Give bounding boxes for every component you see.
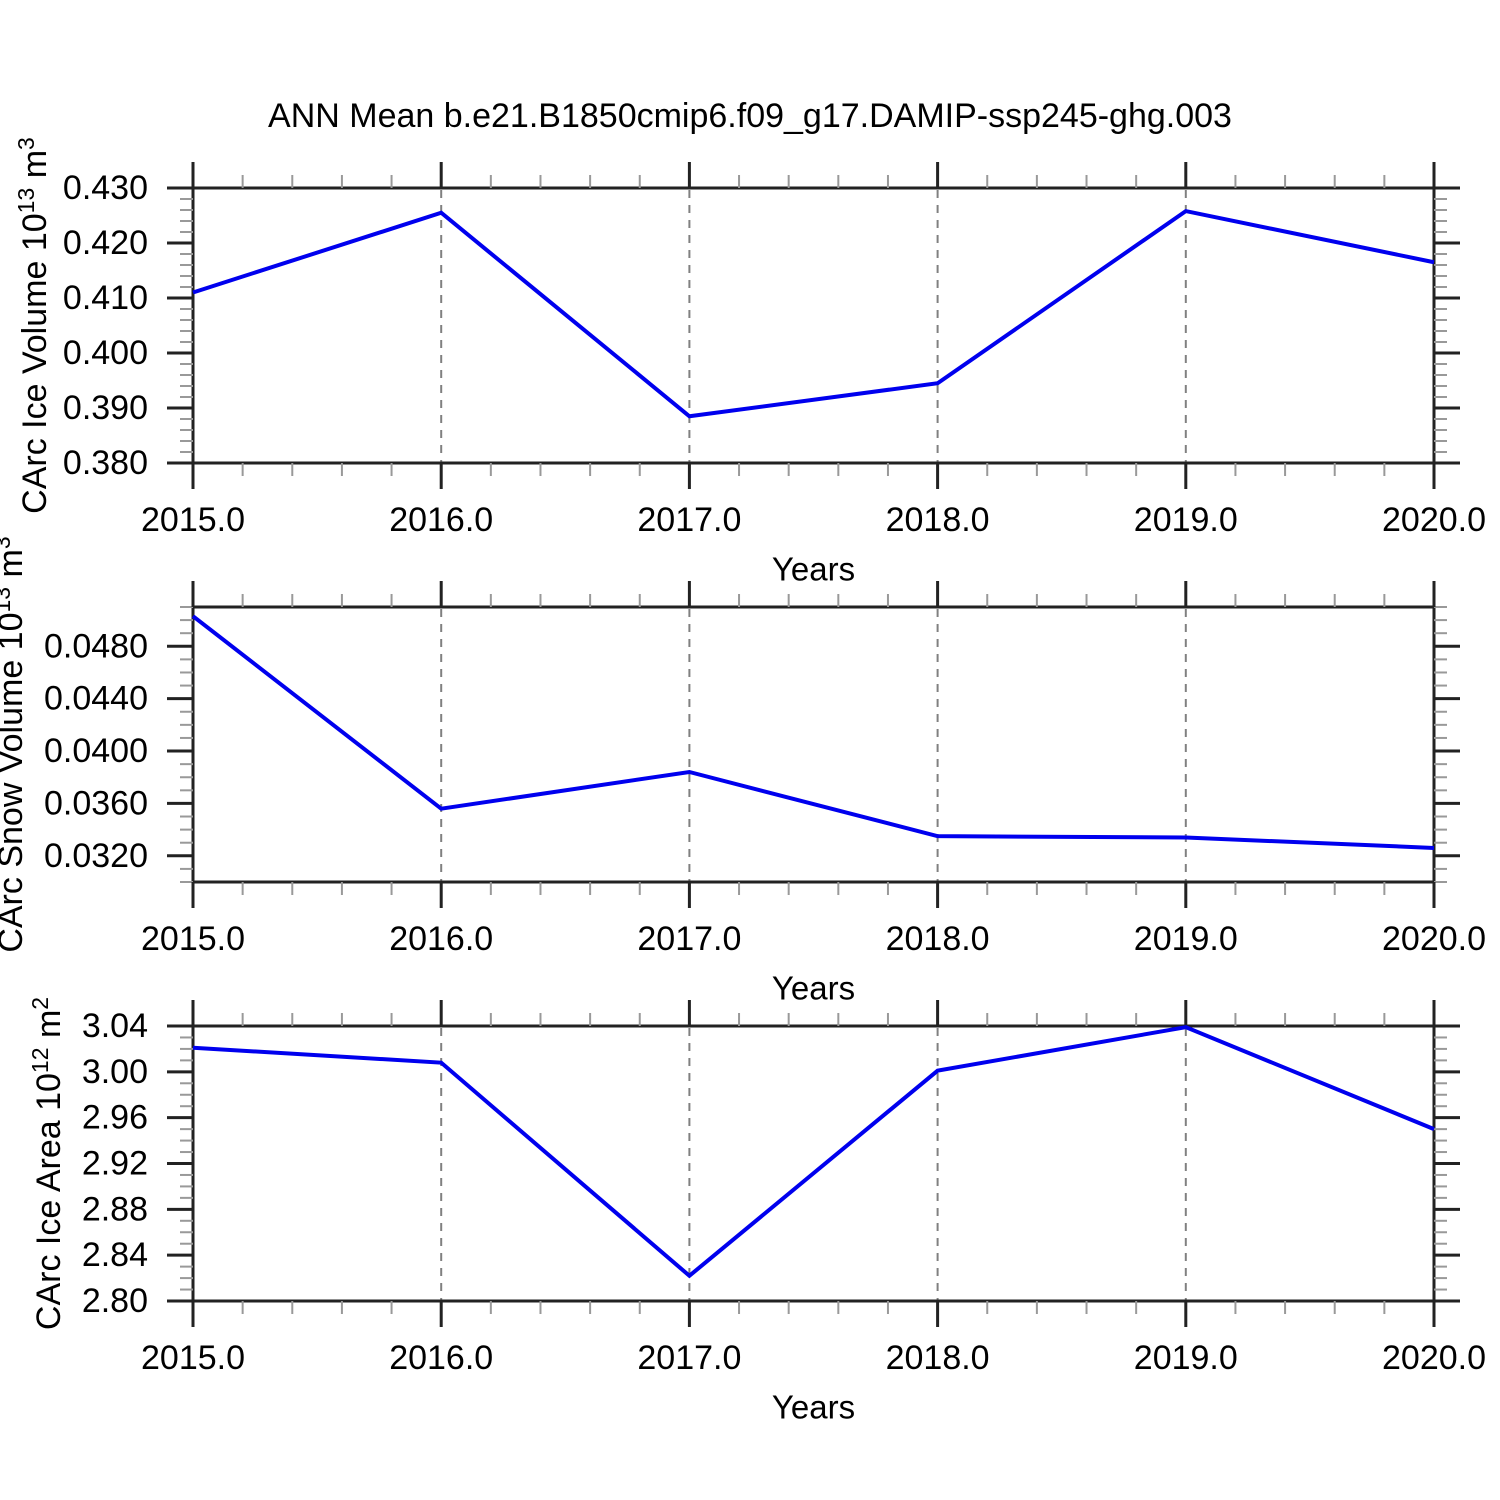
chart-title: ANN Mean b.e21.B1850cmip6.f09_g17.DAMIP-… [268,97,1232,135]
x-tick-label: 2019.0 [1134,920,1238,958]
y-tick-label: 0.0400 [44,732,148,770]
x-tick-label: 2018.0 [886,920,990,958]
x-tick-label: 2020.0 [1382,501,1486,539]
y-tick-label: 0.380 [63,444,148,482]
y-tick-label: 2.88 [82,1190,148,1228]
x-tick-label: 2015.0 [141,920,245,958]
plot-carc-ice-area: 2.80 2.84 2.88 2.92 2.96 3.00 3.04 2015.0 2016.0… [27,997,1486,1426]
x-tick-label: 2020.0 [1382,1339,1486,1377]
y-tick-label: 0.400 [63,334,148,372]
x-tick-label: 2019.0 [1134,1339,1238,1377]
data-line-carc-snow-volume [191,614,1435,850]
y-tick-label: 0.0360 [44,784,148,822]
x-tick-label: 2016.0 [389,501,493,539]
x-tick-label: 2016.0 [389,920,493,958]
x-tick-label: 2015.0 [141,1339,245,1377]
x-tick-label: 2015.0 [141,501,245,539]
plot-frame [191,1024,1436,1303]
x-tick-label: 2017.0 [637,920,741,958]
y-axis-title: CArc Ice Area 1012 m2 [27,997,68,1330]
plot-frame [191,186,1436,465]
y-axis-title: CArc Snow Volume 1013 m3 [0,536,30,952]
x-tick-label: 2017.0 [637,1339,741,1377]
y-tick-label: 2.92 [82,1145,148,1183]
y-tick-label: 0.0320 [44,837,148,875]
y-tick-label: 0.390 [63,389,148,427]
x-tick-label: 2018.0 [886,501,990,539]
y-tick-label: 2.80 [82,1282,148,1320]
y-tick-label: 0.420 [63,224,148,262]
x-tick-label: 2017.0 [637,501,741,539]
x-axis-title: Years [772,1389,855,1426]
data-line-carc-ice-volume [192,208,1435,419]
x-tick-label: 2020.0 [1382,920,1486,958]
x-axis-title: Years [772,551,855,588]
x-tick-label: 2019.0 [1134,501,1238,539]
y-tick-label: 3.04 [82,1007,148,1045]
x-tick-label: 2016.0 [389,1339,493,1377]
y-tick-label: 0.0440 [44,680,148,718]
y-tick-label: 0.410 [63,279,148,317]
x-tick-label: 2018.0 [886,1339,990,1377]
y-axis-title: CArc Ice Volume 1013 m3 [13,137,54,514]
plot-frame [191,605,1436,884]
data-line-carc-ice-area [192,1025,1435,1279]
plot-carc-ice-volume: 0.380 0.390 0.400 0.410 0.420 0.430 2015.0 2016… [13,137,1486,587]
y-tick-label: 2.84 [82,1236,148,1274]
y-tick-label: 0.0480 [44,627,148,665]
y-tick-label: 3.00 [82,1053,148,1091]
y-tick-label: 2.96 [82,1099,148,1137]
x-axis-title: Years [772,970,855,1007]
y-tick-label: 0.430 [63,169,148,207]
plot-carc-snow-volume: 0.0320 0.0360 0.0400 0.0440 0.0480 2015.0 2016… [0,536,1486,1006]
